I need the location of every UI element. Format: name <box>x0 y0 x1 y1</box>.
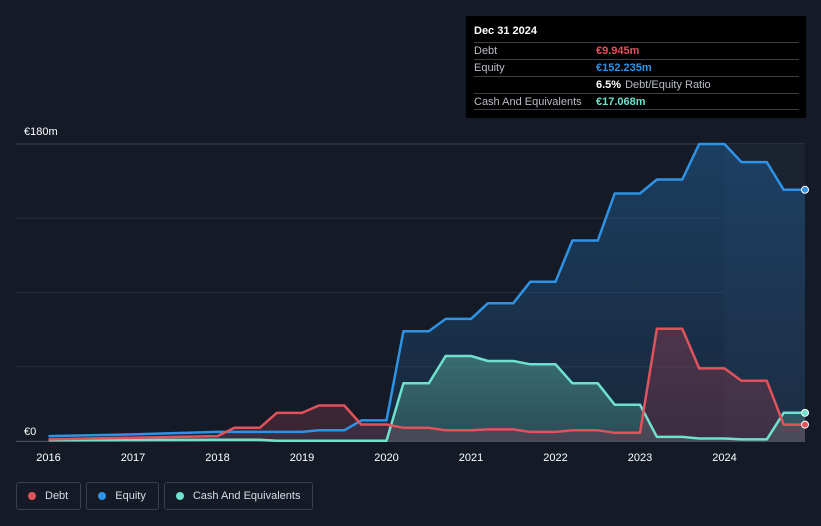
cash-area <box>48 356 805 441</box>
tooltip-cash-value: €17.068m <box>596 96 646 108</box>
equity-end-marker <box>801 185 809 194</box>
cash-end-marker <box>801 408 809 417</box>
tooltip-equity-label: Equity <box>474 62 505 74</box>
x-tick-label: 2021 <box>459 452 483 464</box>
x-tick-label: 2023 <box>628 452 652 464</box>
legend-equity-label: Equity <box>115 490 146 502</box>
tooltip-equity-value: €152.235m <box>596 62 652 74</box>
cash-dot-icon <box>175 492 184 500</box>
cash-line <box>48 354 805 442</box>
y-axis-max-label: €180m <box>24 126 58 138</box>
x-tick-label: 2022 <box>543 452 567 464</box>
legend-item-debt[interactable]: Debt <box>16 482 82 510</box>
tooltip-equity-row: Equity €152.235m <box>474 59 799 76</box>
axis-labels: €180m €0 2016 2017 2018 2019 2020 2021 2022 2023 2… <box>24 126 737 464</box>
debt-end-marker <box>801 420 809 429</box>
equity-line <box>48 142 805 438</box>
debt-line <box>48 327 805 441</box>
legend-debt-label: Debt <box>45 490 69 502</box>
end-markers <box>801 185 809 429</box>
x-tick-label: 2024 <box>712 452 736 464</box>
tooltip-ratio-label: Debt/Equity Ratio <box>625 79 711 91</box>
x-tick-label: 2020 <box>374 452 398 464</box>
x-tick-label: 2018 <box>205 452 229 464</box>
tooltip-ratio-row: 6.5% Debt/Equity Ratio <box>474 76 799 93</box>
tooltip-debt-value: €9.945m <box>596 45 640 57</box>
series-lines <box>48 142 805 442</box>
y-axis-min-label: €0 <box>24 426 36 438</box>
tooltip-debt-row: Debt €9.945m <box>474 42 799 59</box>
legend-cash-label: Cash And Equivalents <box>192 490 301 502</box>
x-tick-label: 2016 <box>36 452 60 464</box>
tooltip-cash-row: Cash And Equivalents €17.068m <box>474 93 799 110</box>
chart-legend: Debt Equity Cash And Equivalents <box>16 482 314 510</box>
equity-area <box>48 144 805 441</box>
tooltip-panel: Dec 31 2024 Debt €9.945m Equity €152.235… <box>466 16 806 118</box>
legend-item-equity[interactable]: Equity <box>86 482 159 510</box>
equity-dot-icon <box>98 492 107 500</box>
debt-dot-icon <box>28 492 36 500</box>
legend-item-cash[interactable]: Cash And Equivalents <box>163 482 314 510</box>
tooltip-ratio-value: 6.5% <box>596 79 622 91</box>
tooltip-cash-label: Cash And Equivalents <box>474 96 582 108</box>
tooltip-debt-label: Debt <box>474 45 498 57</box>
debt-area <box>48 328 805 441</box>
x-tick-label: 2019 <box>290 452 314 464</box>
x-tick-label: 2017 <box>121 452 145 464</box>
tooltip-date: Dec 31 2024 <box>474 25 537 37</box>
series-areas <box>48 144 805 441</box>
